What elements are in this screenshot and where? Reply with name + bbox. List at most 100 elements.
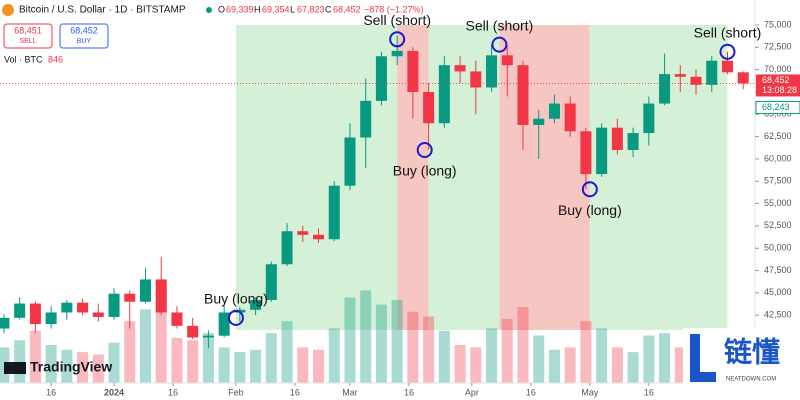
sell-button-box[interactable] xyxy=(3,23,53,49)
volume-bar xyxy=(202,333,214,383)
candle-body xyxy=(14,303,26,318)
x-tick-label: Mar xyxy=(342,387,358,397)
candle-body xyxy=(77,302,89,313)
volume-bar xyxy=(423,316,435,383)
trade-marker xyxy=(581,181,598,198)
volume-bar xyxy=(265,333,277,383)
volume-bar xyxy=(375,304,387,383)
volume-bar xyxy=(674,347,686,383)
candle-body xyxy=(721,60,733,73)
annotation-label: Sell (short) xyxy=(466,17,534,33)
trade-marker xyxy=(719,43,736,60)
volume-bar xyxy=(470,347,482,383)
candle-body xyxy=(250,299,262,310)
candle-body xyxy=(611,127,623,150)
candle-body xyxy=(29,303,41,325)
buy-label[interactable]: BUY xyxy=(77,38,92,45)
volume-bar xyxy=(234,352,246,383)
candle-body xyxy=(643,103,655,134)
candle-body xyxy=(297,231,309,235)
volume-bar xyxy=(155,288,167,383)
volume-bar xyxy=(313,349,325,383)
ohlc-label: L xyxy=(290,4,295,14)
volume-bar xyxy=(14,340,26,383)
candle-body xyxy=(61,302,73,313)
y-tick-label: 55,000 xyxy=(764,198,792,208)
x-tick-label: 16 xyxy=(290,387,300,397)
x-tick-label: 16 xyxy=(168,387,178,397)
candle-body xyxy=(218,312,230,336)
volume-bar xyxy=(92,354,104,383)
x-tick-label: Apr xyxy=(465,387,479,397)
candle-body xyxy=(423,91,435,124)
volume-bar xyxy=(454,345,466,383)
candle-body xyxy=(564,103,576,132)
volume-bar xyxy=(187,340,199,383)
market-status xyxy=(206,7,212,13)
candle-body xyxy=(690,76,702,85)
volume-label: Vol · BTC xyxy=(4,54,43,64)
annotation-label: Sell (short) xyxy=(363,12,431,28)
ohlc-label: O xyxy=(218,4,225,14)
secondary-price-tag xyxy=(755,100,800,114)
candle-body xyxy=(265,264,277,300)
candle-body xyxy=(548,103,560,119)
candle-body xyxy=(627,133,639,150)
candle-body xyxy=(92,312,104,317)
y-tick-label: 52,500 xyxy=(764,220,792,230)
logo-mark xyxy=(4,362,26,374)
candle-body xyxy=(533,118,545,125)
candle-body xyxy=(580,131,592,175)
sell-button[interactable]: 68,451 SELL xyxy=(3,23,53,49)
candle-body xyxy=(155,279,167,313)
volume-bar xyxy=(580,321,592,383)
volume-bar xyxy=(596,328,608,383)
trade-marker xyxy=(416,141,433,158)
ohlc-value: 69,354 xyxy=(262,4,290,14)
x-tick-label: May xyxy=(581,387,599,397)
trade-region xyxy=(589,25,728,330)
y-tick-label: 60,000 xyxy=(764,153,792,163)
ohlc-change: −878 (−1.27%) xyxy=(364,4,424,14)
volume-bar xyxy=(548,349,560,383)
candle-body xyxy=(328,185,340,240)
ohlc-label: C xyxy=(325,4,332,14)
volume-bar xyxy=(517,307,529,383)
last-price-tag xyxy=(756,74,800,97)
trade-region xyxy=(499,25,590,330)
volume-bar xyxy=(643,335,655,383)
candle-body xyxy=(375,56,387,101)
ohlc-value: 67,823 xyxy=(297,4,325,14)
volume-bar xyxy=(627,352,639,383)
buy-button[interactable]: 68,452 BUY xyxy=(59,23,109,49)
buy-button-box[interactable] xyxy=(59,23,109,49)
watermark-text: 链懂 xyxy=(724,336,780,367)
x-tick-label: 16 xyxy=(46,387,56,397)
watermark-icon xyxy=(690,334,716,382)
symbol-title: Bitcoin / U.S. Dollar · 1D · BITSTAMP xyxy=(19,5,186,16)
x-tick-label: 16 xyxy=(526,387,536,397)
volume-bar xyxy=(45,345,57,383)
y-tick-label: 47,500 xyxy=(764,265,792,275)
ohlc-value: 68,452 xyxy=(333,4,361,14)
volume-bar xyxy=(533,335,545,383)
sell-price[interactable]: 68,451 xyxy=(14,25,42,35)
volume-bar xyxy=(328,328,340,383)
volume-last: 846 xyxy=(48,54,63,64)
candle-body xyxy=(171,312,183,326)
buy-price[interactable]: 68,452 xyxy=(70,25,98,35)
trade-marker xyxy=(389,31,406,48)
volume-bar xyxy=(139,309,151,383)
plot-area xyxy=(0,25,755,383)
last-price-label: 68,452 xyxy=(762,75,790,85)
secondary-price-label: 68,243 xyxy=(762,102,790,112)
candle-body xyxy=(706,60,718,85)
candle-body xyxy=(202,335,214,338)
candle-body xyxy=(391,50,403,57)
candle-body xyxy=(470,71,482,88)
volume-bar xyxy=(218,347,230,383)
candle-body xyxy=(45,312,57,325)
sell-label[interactable]: SELL xyxy=(19,38,36,45)
volume-bar xyxy=(438,330,450,383)
annotation-label: Buy (long) xyxy=(204,291,268,307)
